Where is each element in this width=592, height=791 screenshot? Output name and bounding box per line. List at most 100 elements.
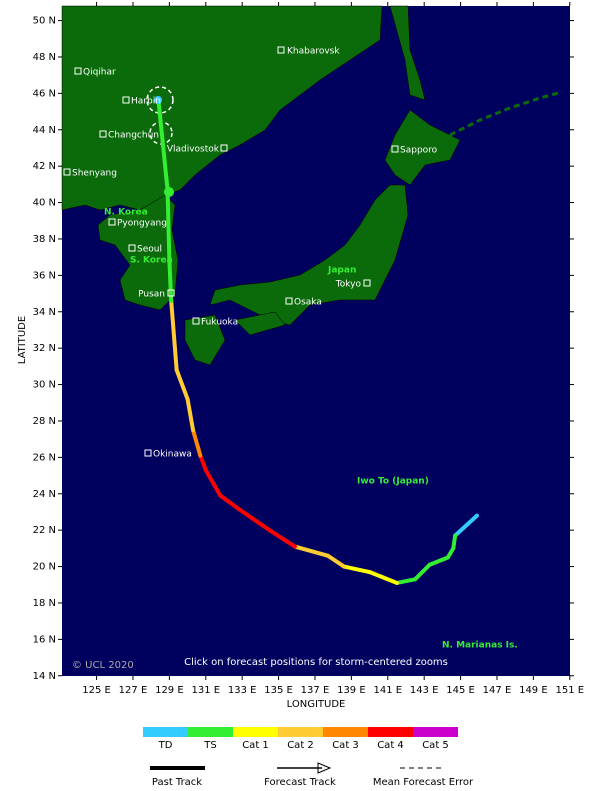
x-tick-label: 151 E	[555, 685, 584, 696]
copyright: © UCL 2020	[72, 660, 134, 671]
city-label: Harbin	[131, 97, 161, 107]
legend-label: Past Track	[152, 777, 202, 788]
y-tick-label: 34 N	[33, 307, 56, 318]
legend-label: Cat 2	[287, 740, 314, 751]
legend-swatch	[323, 727, 368, 737]
track-segment	[413, 562, 432, 582]
arrow-head	[317, 762, 332, 774]
legend-swatch	[368, 727, 413, 737]
x-tick-label: 125 E	[82, 685, 111, 696]
y-tick-label: 32 N	[33, 343, 56, 354]
y-tick-label: 24 N	[33, 489, 56, 500]
track-segment	[394, 577, 418, 585]
track-segment	[156, 98, 170, 192]
instruction: Click on forecast positions for storm-ce…	[184, 657, 448, 668]
x-axis-label: LONGITUDE	[287, 699, 346, 710]
city-label: Khabarovsk	[287, 47, 340, 57]
track-segment	[167, 258, 174, 303]
y-tick-label: 22 N	[33, 525, 56, 536]
track-segment	[292, 544, 330, 558]
x-tick-label: 143 E	[410, 685, 439, 696]
legend-swatch	[188, 727, 233, 737]
y-tick-label: 28 N	[33, 416, 56, 427]
track-segment	[218, 493, 243, 513]
legend-swatch	[413, 727, 458, 737]
region-label: Iwo To (Japan)	[357, 477, 429, 487]
y-tick-label: 14 N	[33, 671, 56, 682]
y-tick-label: 46 N	[33, 88, 56, 99]
track-segment	[191, 428, 203, 458]
legend-label: Cat 3	[332, 740, 359, 751]
legend-label: Cat 1	[242, 740, 269, 751]
y-tick-label: 48 N	[33, 52, 56, 63]
region-label: N. Marianas Is.	[442, 641, 518, 651]
y-tick-label: 36 N	[33, 270, 56, 281]
legend-label: Mean Forecast Error	[373, 777, 474, 788]
legend-swatch	[233, 727, 278, 737]
region-label: S. Korea	[130, 256, 173, 266]
region-label: Japan	[327, 266, 356, 276]
city-label: Tokyo	[335, 280, 362, 290]
city-label: Qiqihar	[83, 68, 116, 78]
x-tick-label: 149 E	[519, 685, 548, 696]
x-tick-label: 135 E	[264, 685, 293, 696]
y-tick-label: 20 N	[33, 562, 56, 573]
x-tick-label: 131 E	[191, 685, 220, 696]
x-tick-label: 133 E	[228, 685, 257, 696]
city-label: Fukuoka	[201, 318, 238, 328]
forecast-point[interactable]	[154, 96, 162, 104]
x-tick-label: 141 E	[373, 685, 402, 696]
y-tick-label: 16 N	[33, 634, 56, 645]
legend-label: TD	[158, 740, 173, 751]
city-label: Sapporo	[400, 146, 438, 156]
track-segment	[238, 508, 272, 533]
legend-label: TS	[203, 740, 216, 751]
city-label: Shenyang	[72, 169, 117, 179]
track-segment	[453, 513, 479, 538]
track-segment	[427, 555, 450, 567]
track-segment	[325, 553, 347, 569]
track-segment	[367, 570, 399, 585]
x-tick-label: 127 E	[119, 685, 148, 696]
x-tick-label: 129 E	[155, 685, 184, 696]
city-label: Changchun	[108, 131, 159, 141]
legend-swatch	[143, 727, 188, 737]
legend-label: Cat 5	[422, 740, 449, 751]
city-label: Pusan	[138, 290, 165, 300]
city-label: Okinawa	[153, 450, 192, 460]
y-tick-label: 18 N	[33, 598, 56, 609]
track-segment	[185, 397, 196, 433]
land	[61, 5, 563, 366]
track-segment	[342, 564, 372, 575]
track	[156, 98, 479, 585]
y-tick-label: 38 N	[33, 234, 56, 245]
y-tick-label: 50 N	[33, 16, 56, 27]
track-segment	[267, 528, 297, 549]
x-tick-label: 137 E	[301, 685, 330, 696]
city-label: Vladivostok	[167, 145, 220, 155]
region-label: N. Korea	[104, 208, 148, 218]
track-segment	[451, 533, 458, 551]
x-tick-label: 147 E	[483, 685, 512, 696]
track-segment	[165, 187, 172, 263]
y-axis-label: LATITUDE	[17, 316, 28, 364]
city-label: Osaka	[294, 298, 322, 308]
x-tick-label: 139 E	[337, 685, 366, 696]
forecast-point[interactable]	[164, 187, 174, 197]
y-tick-label: 42 N	[33, 161, 56, 172]
y-tick-label: 30 N	[33, 380, 56, 391]
legend: TD TS Cat 1 Cat 2 Cat 3 Cat 4 Cat 5	[143, 727, 458, 751]
cities: Khabarovsk Qiqihar Harbin Changchun Vlad…	[63, 46, 438, 460]
track-segment	[174, 368, 190, 402]
legend-swatch	[278, 727, 323, 737]
legend-label: Cat 4	[377, 740, 404, 751]
track-segment	[169, 298, 179, 372]
y-tick-label: 40 N	[33, 198, 56, 209]
legend-label: Forecast Track	[264, 777, 336, 788]
track-segment	[198, 453, 208, 473]
city-label: Seoul	[137, 245, 162, 255]
track-segment	[203, 468, 223, 498]
city-label: Pyongyang	[117, 219, 167, 229]
y-tick-label: 44 N	[33, 125, 56, 136]
